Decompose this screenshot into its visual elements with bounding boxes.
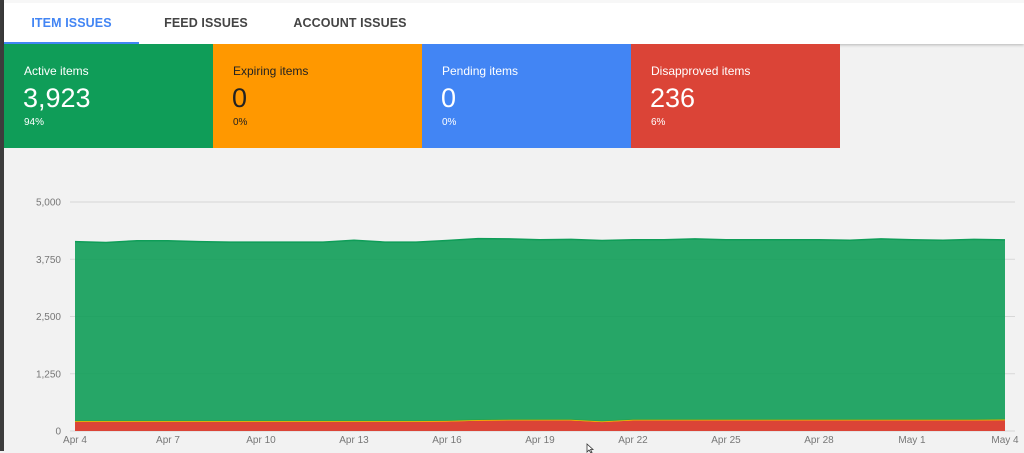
card-active-items[interactable]: Active items 3,923 94% bbox=[4, 44, 213, 148]
x-tick-label: Apr 13 bbox=[339, 435, 369, 446]
items-area-chart: 0 1,250 2,500 3,750 5,000 Apr 4 Apr 7 Apr 10 Apr… bbox=[36, 198, 1019, 447]
y-tick-label: 2,500 bbox=[36, 312, 61, 323]
card-value: 3,923 bbox=[23, 83, 91, 113]
card-title: Pending items bbox=[442, 64, 519, 78]
x-tick-label: May 4 bbox=[991, 435, 1019, 446]
x-tick-label: Apr 25 bbox=[711, 435, 741, 446]
card-value: 0 bbox=[232, 83, 248, 113]
mouse-cursor-icon bbox=[586, 443, 595, 453]
card-value: 236 bbox=[650, 83, 696, 113]
series-area bbox=[75, 238, 1005, 422]
card-title: Active items bbox=[24, 64, 89, 78]
x-tick-label: Apr 28 bbox=[804, 435, 834, 446]
card-percent: 94% bbox=[24, 117, 45, 128]
y-tick-label: 0 bbox=[55, 427, 61, 438]
card-value: 0 bbox=[441, 83, 457, 113]
x-tick-label: Apr 7 bbox=[156, 435, 180, 446]
card-disapproved-items[interactable]: Disapproved items 236 6% bbox=[631, 44, 840, 148]
x-tick-label: Apr 16 bbox=[432, 435, 462, 446]
x-tick-label: May 1 bbox=[898, 435, 926, 446]
tab-bar: ITEM ISSUES FEED ISSUES ACCOUNT ISSUES bbox=[4, 0, 1024, 44]
card-percent: 0% bbox=[442, 117, 457, 128]
window-edge bbox=[0, 0, 4, 451]
card-percent: 0% bbox=[233, 117, 248, 128]
card-pending-items[interactable]: Pending items 0 0% bbox=[422, 44, 631, 148]
series-area bbox=[75, 420, 1005, 431]
series-line bbox=[74, 237, 1006, 244]
y-tick-label: 3,750 bbox=[36, 255, 61, 266]
card-title: Expiring items bbox=[233, 64, 309, 78]
card-percent: 6% bbox=[651, 117, 666, 128]
tab-account-issues[interactable]: ACCOUNT ISSUES bbox=[293, 16, 407, 30]
y-tick-label: 1,250 bbox=[36, 369, 61, 380]
card-expiring-items[interactable]: Expiring items 0 0% bbox=[213, 44, 422, 148]
x-tick-label: Apr 4 bbox=[63, 435, 87, 446]
tab-feed-issues[interactable]: FEED ISSUES bbox=[164, 16, 248, 30]
tab-item-issues[interactable]: ITEM ISSUES bbox=[4, 3, 139, 44]
x-tick-label: Apr 10 bbox=[246, 435, 276, 446]
card-title: Disapproved items bbox=[651, 64, 751, 78]
x-tick-label: Apr 22 bbox=[618, 435, 648, 446]
x-tick-label: Apr 19 bbox=[525, 435, 555, 446]
y-tick-label: 5,000 bbox=[36, 198, 61, 209]
